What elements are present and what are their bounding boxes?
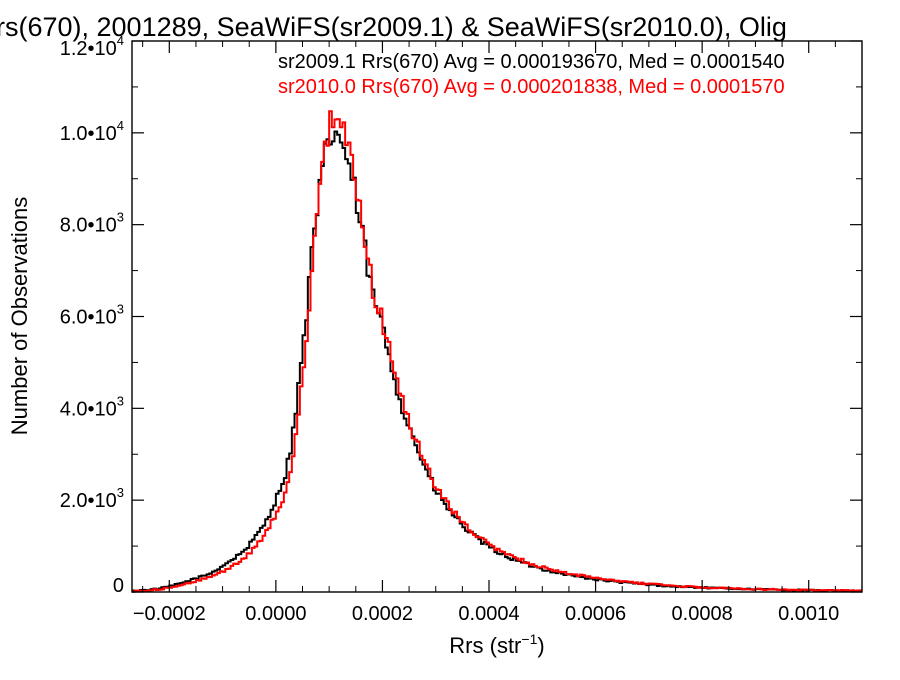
legend-entry-2: sr2010.0 Rrs(670) Avg = 0.000201838, Med… [278, 76, 785, 98]
chart-title: rs(670), 2001289, SeaWiFS(sr2009.1) & Se… [0, 12, 787, 42]
y-tick-label: 2.0•103 [60, 485, 124, 512]
x-tick-label: 0.0006 [565, 603, 626, 625]
y-tick-label: 6.0•103 [60, 302, 124, 329]
y-tick-label: 1.0•104 [60, 118, 124, 145]
x-axis-ticks: −0.0002 0.0000 0.0002 0.0004 0.0006 0.0008 0.0… [133, 41, 863, 625]
x-tick-label: 0.0002 [352, 603, 413, 625]
y-axis-ticks: 0 2.0•103 4.0•103 6.0•103 8.0•103 1.0•104 1.2•… [60, 33, 862, 597]
x-tick-label: 0.0010 [778, 603, 839, 625]
y-tick-label: 1.2•104 [60, 33, 124, 60]
x-tick-label: −0.0002 [133, 603, 206, 625]
series-layer [132, 110, 862, 593]
series-line-1 [132, 130, 862, 593]
y-tick-label: 8.0•103 [60, 210, 124, 237]
x-tick-label: 0.0008 [672, 603, 733, 625]
x-tick-label: 0.0004 [458, 603, 519, 625]
y-tick-label: 0 [113, 575, 124, 597]
y-tick-label: 4.0•103 [60, 393, 124, 420]
x-axis-label: Rrs (str−1) [449, 631, 544, 658]
series-line-2 [132, 110, 862, 593]
legend-entry-1: sr2009.1 Rrs(670) Avg = 0.000193670, Med… [278, 51, 785, 73]
plot-frame [131, 40, 863, 593]
legend: sr2009.1 Rrs(670) Avg = 0.000193670, Med… [278, 51, 785, 98]
y-axis-label: Number of Observations [7, 197, 32, 435]
x-tick-label: 0.0000 [245, 603, 306, 625]
